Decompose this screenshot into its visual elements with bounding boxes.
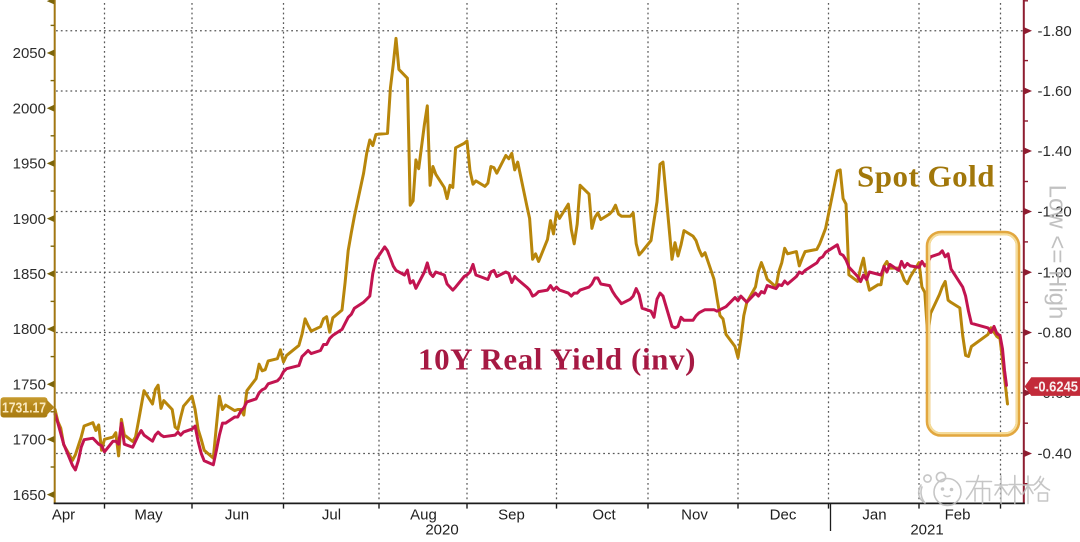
svg-text:1650: 1650 <box>13 487 46 504</box>
svg-text:May: May <box>134 507 163 524</box>
svg-text:1731.17: 1731.17 <box>2 400 46 417</box>
svg-text:Nov: Nov <box>681 507 708 524</box>
svg-text:1850: 1850 <box>13 266 46 283</box>
svg-text:2050: 2050 <box>13 45 46 62</box>
svg-text:2000: 2000 <box>13 100 46 117</box>
svg-text:-1.80: -1.80 <box>1038 23 1072 40</box>
svg-text:-0.6245: -0.6245 <box>1034 380 1078 396</box>
svg-text:-1.20: -1.20 <box>1038 204 1072 221</box>
svg-text:2020: 2020 <box>425 522 458 538</box>
svg-text:Oct: Oct <box>592 507 616 524</box>
svg-text:-1.40: -1.40 <box>1038 143 1072 160</box>
svg-text:Jun: Jun <box>225 507 249 524</box>
svg-text:1800: 1800 <box>13 321 46 338</box>
svg-text:2021: 2021 <box>910 522 943 538</box>
svg-text:Apr: Apr <box>52 507 75 524</box>
svg-text:10Y Real Yield (inv): 10Y Real Yield (inv) <box>418 342 696 377</box>
svg-text:Dec: Dec <box>770 507 797 524</box>
svg-text:-0.40: -0.40 <box>1038 446 1072 463</box>
svg-text:-1.60: -1.60 <box>1038 83 1072 100</box>
svg-text:Aug: Aug <box>410 507 437 524</box>
svg-text:Low <= High: Low <= High <box>1044 185 1071 320</box>
svg-text:Sep: Sep <box>498 507 525 524</box>
svg-text:Feb: Feb <box>945 507 971 524</box>
svg-text:-0.80: -0.80 <box>1038 325 1072 342</box>
svg-text:-1.00: -1.00 <box>1038 264 1072 281</box>
svg-text:1950: 1950 <box>13 156 46 173</box>
svg-text:Spot Gold: Spot Gold <box>857 159 995 194</box>
svg-text:1750: 1750 <box>13 376 46 393</box>
svg-text:1700: 1700 <box>13 432 46 449</box>
svg-text:1900: 1900 <box>13 211 46 228</box>
svg-text:Jan: Jan <box>862 507 886 524</box>
svg-text:Jul: Jul <box>322 507 341 524</box>
